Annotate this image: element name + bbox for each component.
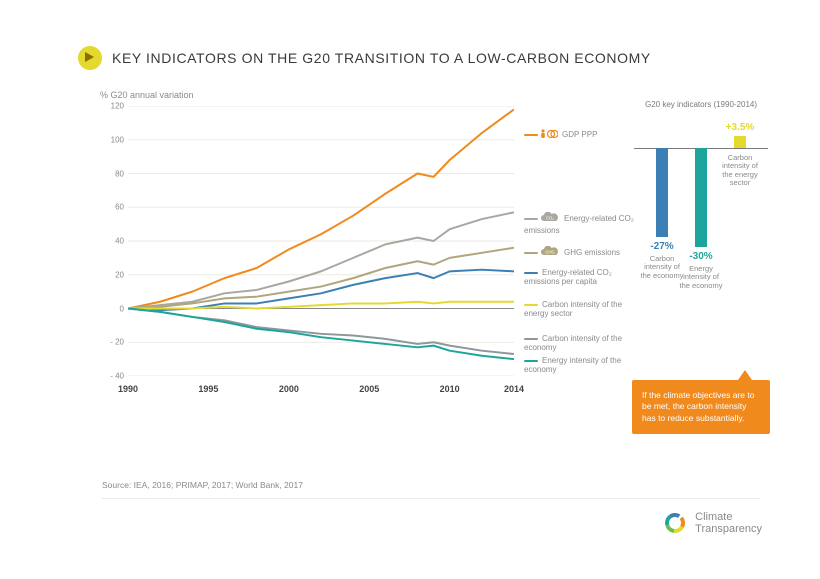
- brand-logo: Climate Transparency: [663, 511, 762, 535]
- side-plot-area: -27%Carbon intensity of the economy-30%E…: [634, 116, 768, 286]
- series-gdp_ppp: [128, 109, 514, 308]
- page-title: KEY INDICATORS ON THE G20 TRANSITION TO …: [112, 50, 651, 66]
- x-tick: 1995: [198, 384, 218, 394]
- legend-co2_capita: Energy-related CO₂ emissions per capita: [524, 268, 634, 286]
- legend-label: Carbon intensity of the economy: [524, 334, 622, 352]
- logo-icon: [663, 511, 687, 535]
- bar-carbon_energy: [734, 136, 746, 148]
- legend-energy_econ: Energy intensity of the economy: [524, 356, 634, 374]
- cloud-ghg-icon: GHG: [540, 246, 560, 260]
- x-tick: 2000: [279, 384, 299, 394]
- series-ghg: [128, 248, 514, 309]
- cloud-co2-icon: CO₂: [540, 212, 560, 226]
- legend-swatch: [524, 304, 538, 306]
- callout-box: If the climate objectives are to be met,…: [632, 380, 770, 434]
- x-tick: 2014: [504, 384, 524, 394]
- x-tick: 1990: [118, 384, 138, 394]
- legend-carbon_energy: Carbon intensity of the energy sector: [524, 300, 634, 318]
- y-axis-ticks: - 40- 20020406080100120: [100, 106, 128, 376]
- logo-text: Climate Transparency: [695, 511, 762, 535]
- bar-label: Carbon intensity of the economy: [640, 255, 684, 281]
- legend-label: Carbon intensity of the energy sector: [524, 300, 622, 318]
- legend-swatch: [524, 252, 538, 254]
- bar-value: -30%: [689, 251, 712, 262]
- y-tick: 60: [115, 203, 124, 212]
- page-root: KEY INDICATORS ON THE G20 TRANSITION TO …: [0, 0, 820, 579]
- person-coins-icon: [540, 128, 558, 142]
- y-tick: - 20: [110, 338, 124, 347]
- legend-ghg: GHG GHG emissions: [524, 246, 620, 260]
- header: KEY INDICATORS ON THE G20 TRANSITION TO …: [78, 46, 651, 70]
- line-plot: [128, 106, 514, 376]
- bar-label: Carbon intensity of the energy sector: [718, 154, 762, 189]
- bar-energy_econ: [695, 148, 707, 247]
- divider: [102, 498, 760, 499]
- y-tick: 120: [111, 102, 124, 111]
- legend-gdp_ppp: GDP PPP: [524, 128, 597, 142]
- arrow-circle-icon: [78, 46, 102, 70]
- logo-line1: Climate: [695, 511, 762, 523]
- legend-swatch: [524, 134, 538, 136]
- y-tick: - 40: [110, 372, 124, 381]
- bar-carbon_econ: [656, 148, 668, 237]
- x-axis-ticks: 199019952000200520102014: [128, 384, 514, 404]
- legend-label: GDP PPP: [562, 130, 597, 139]
- y-axis-title: % G20 annual variation: [100, 90, 194, 100]
- svg-text:CO₂: CO₂: [546, 216, 554, 221]
- bar-label: Energy intensity of the economy: [679, 265, 723, 291]
- side-chart-title: G20 key indicators (1990-2014): [634, 100, 768, 110]
- y-tick: 80: [115, 169, 124, 178]
- side-bar-chart: G20 key indicators (1990-2014) -27% Carbo…: [634, 100, 768, 286]
- legend-swatch: [524, 218, 538, 220]
- legend-carbon_econ: Carbon intensity of the economy: [524, 334, 634, 352]
- main-chart: % G20 annual variation - 40- 20020406080…: [100, 94, 630, 434]
- bar-value: -27%: [650, 241, 673, 252]
- y-tick: 40: [115, 237, 124, 246]
- svg-text:GHG: GHG: [545, 250, 555, 255]
- x-tick: 2005: [359, 384, 379, 394]
- legend-label: Energy-related CO₂ emissions per capita: [524, 268, 612, 286]
- y-tick: 0: [120, 304, 124, 313]
- logo-line2: Transparency: [695, 523, 762, 535]
- y-tick: 20: [115, 270, 124, 279]
- legend-co2_energy: CO₂Energy-related CO₂ emissions: [524, 212, 634, 235]
- bar-value: +3.5%: [726, 122, 755, 133]
- callout-text: If the climate objectives are to be met,…: [642, 390, 754, 423]
- legend-swatch: [524, 360, 538, 362]
- y-tick: 100: [111, 135, 124, 144]
- x-tick: 2010: [440, 384, 460, 394]
- legend-label: Energy intensity of the economy: [524, 356, 621, 374]
- legend-swatch: [524, 338, 538, 340]
- legend-label: GHG emissions: [564, 248, 620, 257]
- legend-swatch: [524, 272, 538, 274]
- source-text: Source: IEA, 2016; PRIMAP, 2017; World B…: [102, 480, 303, 490]
